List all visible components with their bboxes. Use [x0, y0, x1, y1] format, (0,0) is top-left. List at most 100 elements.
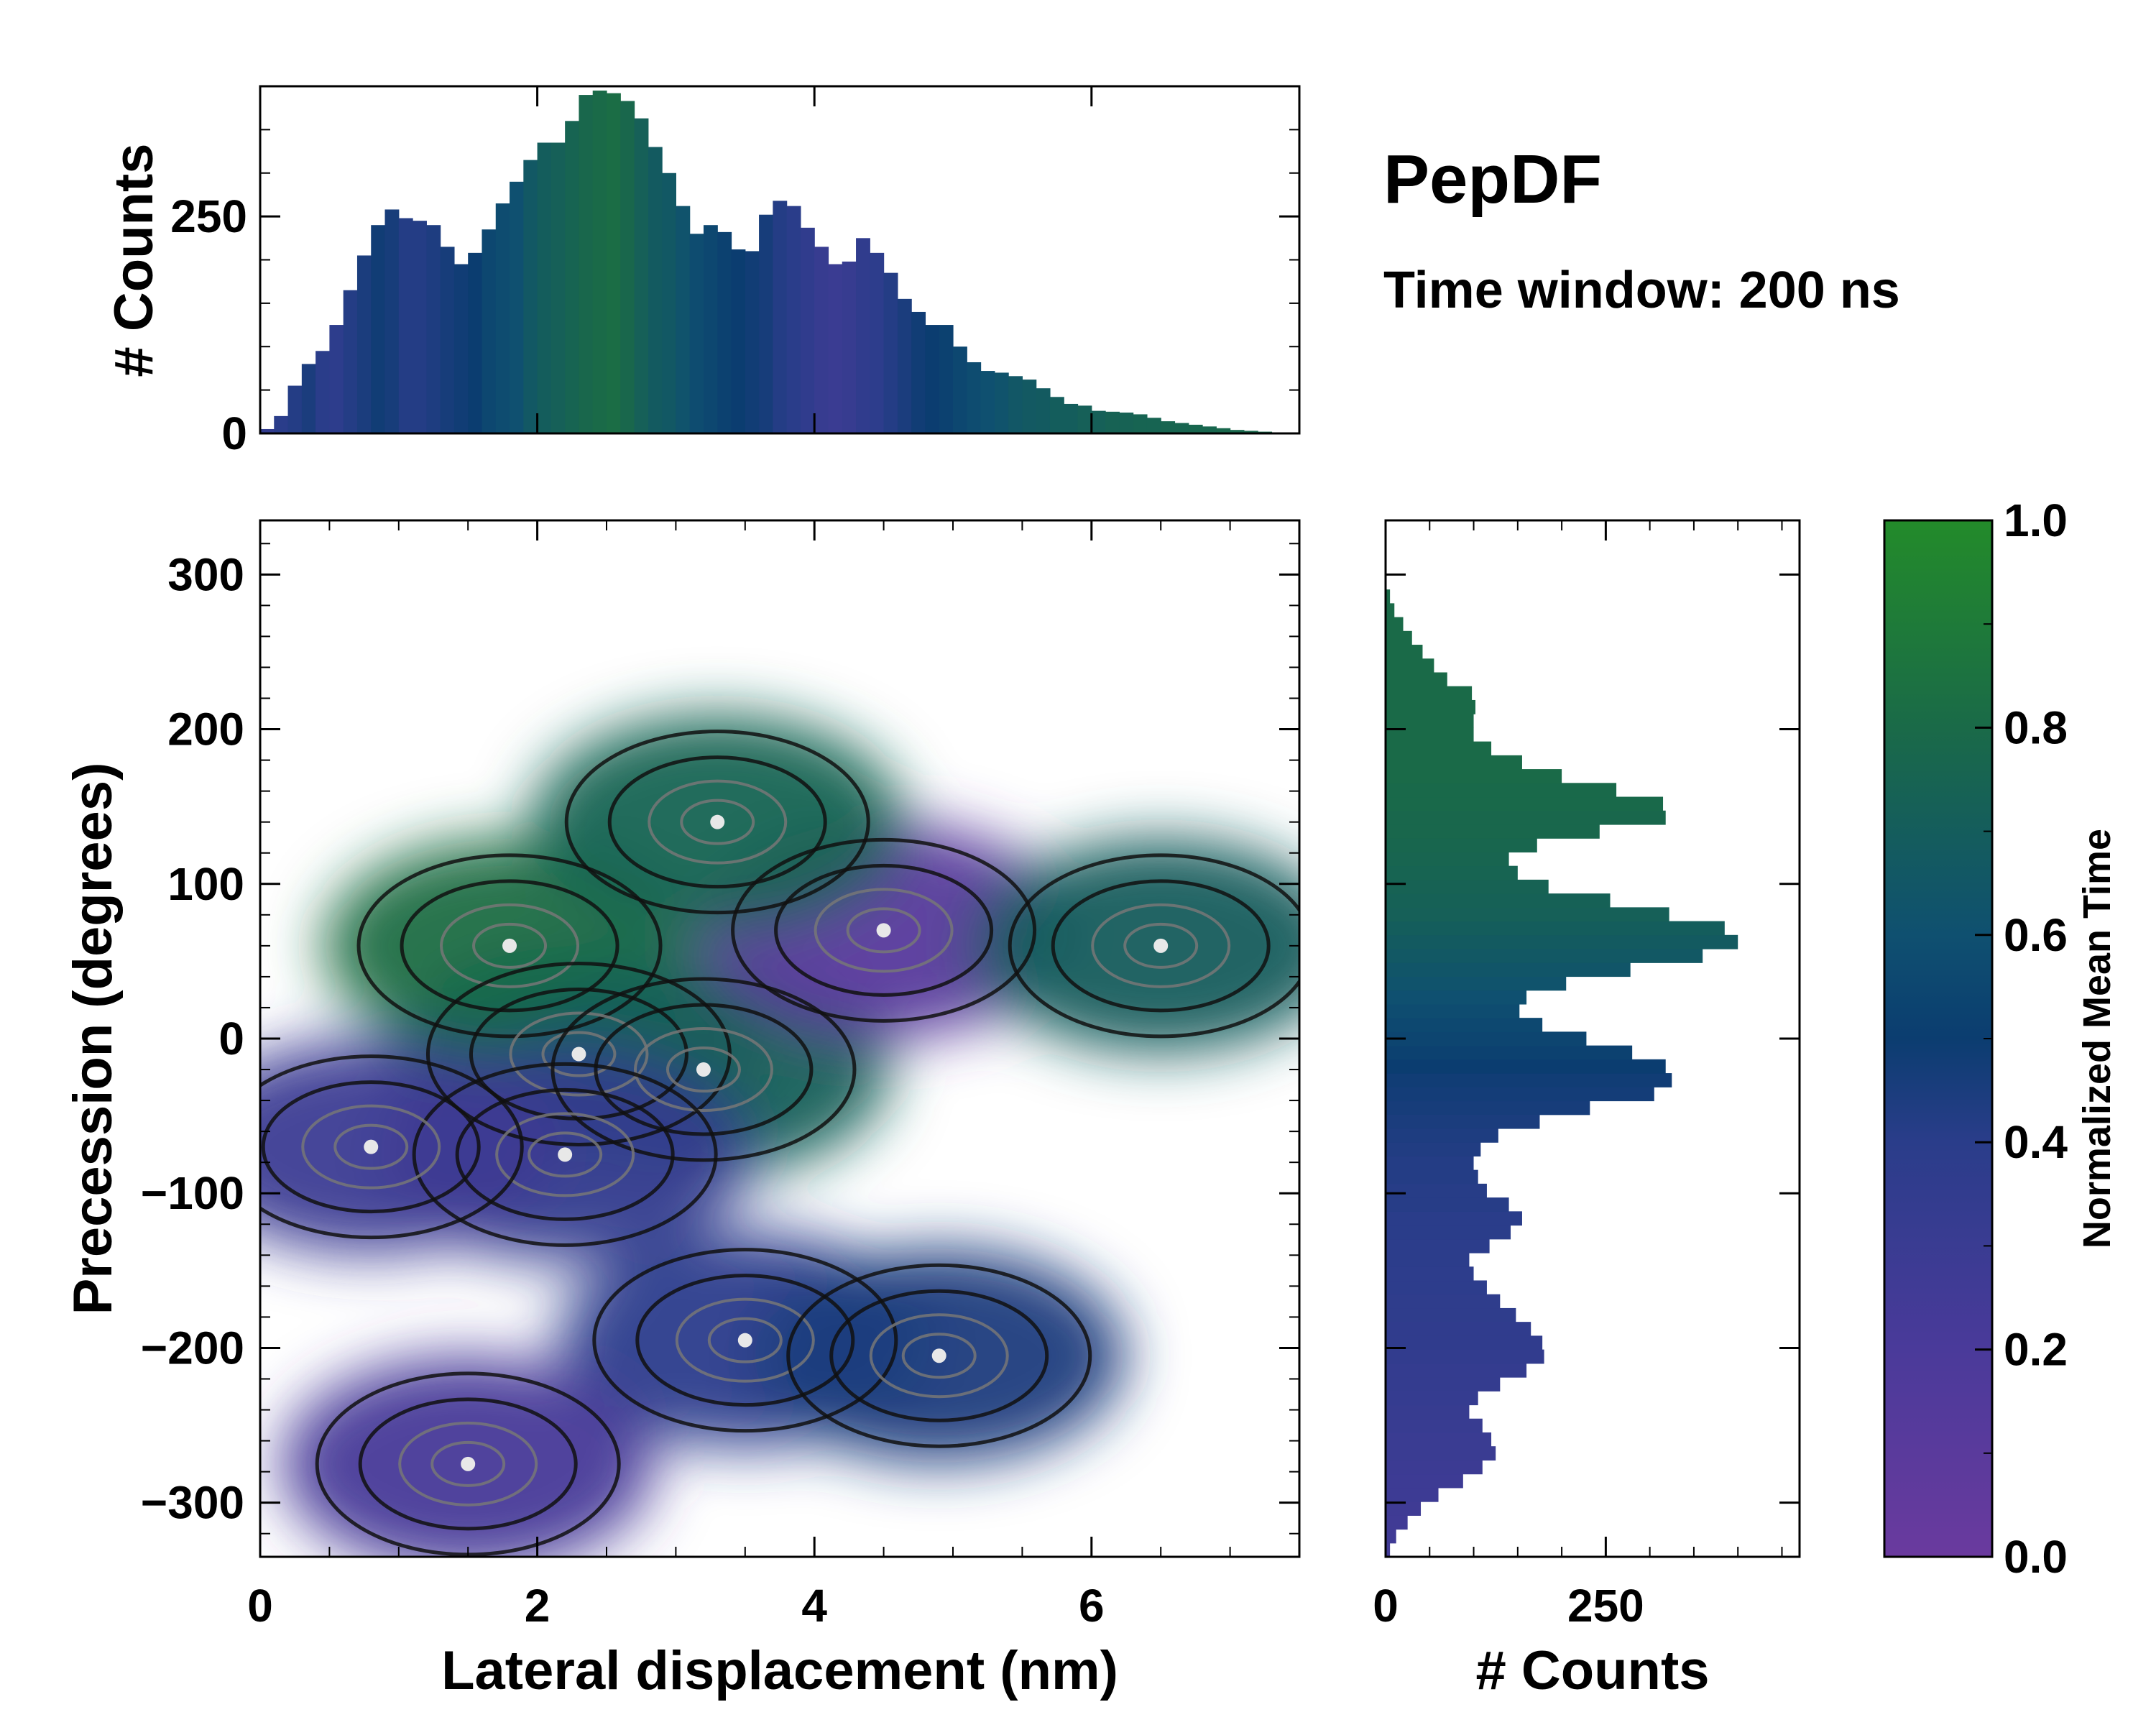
top-histogram-bar: [620, 101, 635, 433]
right-histogram-bar: [1386, 755, 1522, 770]
right-histogram-bar: [1386, 934, 1738, 949]
colorbar-gradient: [1883, 519, 1994, 1558]
right-histogram-bar: [1386, 990, 1527, 1005]
right-histogram-bar: [1386, 630, 1412, 645]
main-ytick-label: −200: [141, 1322, 244, 1374]
right-histogram-bar: [1386, 1460, 1483, 1475]
top-histogram-bar: [1202, 426, 1217, 433]
right-xtick-label: 250: [1567, 1580, 1644, 1632]
contour-cluster-g-level-2: [635, 1274, 855, 1407]
top-histogram-bar: [870, 252, 885, 433]
top-histogram-bar: [1091, 410, 1106, 433]
contour-cluster-h-level-1: [786, 1263, 1092, 1448]
contour-cluster-e-level-2: [261, 1080, 481, 1214]
right-histogram-bar: [1386, 1294, 1501, 1309]
top-histogram-bar: [1036, 388, 1051, 433]
colorbar-tick-label: 0.6: [2004, 909, 2068, 961]
right-histogram-bar: [1386, 1169, 1478, 1184]
top-histogram-bar: [482, 229, 497, 433]
colorbar-tick-label: 0.4: [2004, 1116, 2068, 1168]
contour-cluster-f-level-4: [846, 907, 921, 954]
right-histogram-bar: [1386, 879, 1549, 894]
top-histogram-bar: [426, 225, 441, 433]
right-histogram-bar: [1386, 907, 1669, 922]
contour-peak-cluster-a: [502, 938, 517, 953]
contour-cluster-h-level-2: [829, 1289, 1049, 1422]
contour-cluster-a-level-4: [472, 922, 548, 969]
top-histogram-bar: [634, 118, 649, 434]
right-histogram-bar: [1386, 1322, 1531, 1336]
right-histogram-bar: [1386, 962, 1631, 978]
contour-cluster-d-level-4: [528, 1131, 603, 1178]
top-histogram-bar: [1174, 423, 1189, 433]
main-ytick-label: −300: [141, 1477, 244, 1529]
contour-cluster-g-level-3: [675, 1297, 815, 1383]
top-histogram-bar: [1008, 376, 1023, 433]
right-histogram-bar: [1386, 796, 1664, 811]
top-histogram-bar: [745, 251, 760, 433]
right-histogram-bar: [1386, 1335, 1543, 1351]
right-histogram-bar: [1386, 1197, 1509, 1212]
right-histogram-bar: [1386, 1529, 1396, 1544]
contour-cluster-e-level-3: [301, 1104, 441, 1190]
top-histogram-bar: [703, 225, 718, 433]
top-histogram-bar: [413, 221, 427, 433]
contour-cluster-h-level-3: [869, 1313, 1009, 1399]
top-histogram-bar: [468, 252, 483, 433]
right-histogram-bar: [1386, 838, 1537, 853]
contour-cluster-h-level-4: [901, 1333, 977, 1379]
contour-cluster-j-level-2: [1051, 879, 1271, 1013]
top-histogram-bar: [523, 160, 538, 433]
right-histogram-bar: [1386, 1128, 1498, 1143]
top-histogram-bar: [1230, 430, 1245, 433]
top-histogram-bar: [607, 93, 621, 433]
contour-cluster-a-level-2: [400, 879, 619, 1013]
right-histogram-bar: [1386, 1307, 1516, 1322]
top-histogram-bar: [260, 428, 275, 433]
top-histogram-bar: [1119, 413, 1134, 433]
right-histogram-xlabel: # Counts: [1475, 1640, 1709, 1701]
colorbar-label: Normalized Mean Time: [2076, 829, 2119, 1248]
right-xtick-label: 0: [1373, 1580, 1399, 1632]
top-histogram-bar: [592, 91, 607, 433]
top-histogram-bar: [371, 225, 386, 433]
right-histogram-bar: [1386, 810, 1666, 825]
top-histogram-bar: [967, 362, 982, 433]
top-histogram-bar: [495, 203, 510, 433]
top-histogram-bar: [1133, 414, 1148, 433]
top-histogram-bar: [537, 142, 552, 434]
right-histogram-bar: [1386, 1266, 1474, 1282]
top-histogram-y-ticks: 0 250: [170, 86, 1299, 459]
right-histogram-bar: [1386, 1404, 1470, 1420]
top-histogram-ylabel: # Counts: [103, 143, 165, 377]
contour-cluster-i-level-4: [430, 1440, 506, 1487]
right-histogram-bar: [1386, 672, 1447, 687]
top-histogram-bar: [550, 142, 566, 434]
contour-cluster-f-level-2: [774, 863, 994, 997]
contour-peak-cluster-g: [737, 1333, 752, 1348]
top-histogram-bar: [828, 264, 843, 433]
contour-peak-cluster-h: [931, 1348, 946, 1363]
right-histogram-bar: [1386, 949, 1703, 963]
top-histogram-bar: [814, 247, 829, 433]
top-histogram-bar: [800, 227, 815, 433]
right-histogram-bar: [1386, 1114, 1540, 1129]
top-histogram-bar: [384, 209, 400, 433]
contour-lines: [260, 730, 1299, 1557]
top-histogram-bar: [453, 264, 469, 433]
main-panel: 0 2 4 6 300 200 100 0 −100 −200 −300 Lateral disp…: [63, 519, 1301, 1701]
contour-cluster-i-level-2: [358, 1397, 578, 1531]
density-cluster-cluster-i: [281, 1356, 655, 1557]
right-histogram-bar: [1386, 589, 1391, 604]
top-histogram-bar: [994, 372, 1009, 433]
top-histogram-bar: [1064, 403, 1079, 433]
right-histogram-bar: [1386, 783, 1617, 798]
top-histogram-bar: [676, 206, 691, 433]
density-blur-layer: [260, 714, 1299, 1557]
right-histogram-bar: [1386, 1501, 1422, 1516]
top-histogram-bar: [329, 325, 344, 433]
contour-cluster-a-level-1: [356, 853, 663, 1039]
contour-cluster-b-level-4: [541, 1031, 617, 1077]
top-histogram-bar: [662, 172, 676, 433]
